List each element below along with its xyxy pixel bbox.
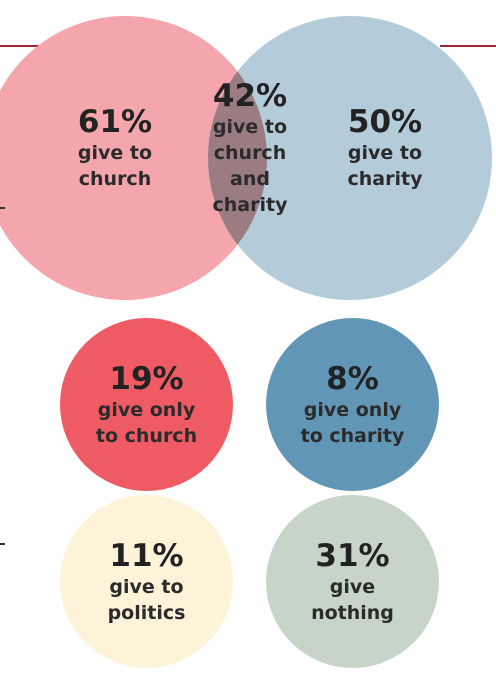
- only-church-line2: to church: [95, 424, 198, 447]
- only-charity-line2: to charity: [300, 424, 405, 447]
- margin-tick-upper: [0, 207, 5, 209]
- venn-overlap-pct: 42%: [212, 78, 288, 114]
- nothing-pct: 31%: [315, 537, 390, 574]
- politics-circle: 11% give to politics: [60, 495, 233, 668]
- venn-overlap-line2: church: [213, 142, 287, 164]
- venn-charity-circle: [208, 16, 492, 300]
- header-rule-left: [0, 45, 60, 47]
- nothing-circle: 31% give nothing: [266, 495, 439, 668]
- nothing-line1: give: [329, 575, 376, 598]
- venn-overlap-line3: and: [230, 168, 270, 190]
- venn-charity-pct: 50%: [347, 104, 423, 140]
- venn-charity-line2: charity: [347, 168, 423, 190]
- only-church-line1: give only: [97, 398, 196, 421]
- only-church-pct: 19%: [109, 360, 184, 397]
- venn-overlap-label: 42% give to church and charity: [190, 78, 310, 218]
- nothing-line2: nothing: [311, 601, 394, 624]
- only-charity-pct: 8%: [326, 360, 379, 397]
- politics-pct: 11%: [109, 537, 184, 574]
- margin-tick-lower: [0, 543, 5, 545]
- venn-charity-label: 50% give to charity: [310, 104, 460, 192]
- header-rule-right: [440, 45, 496, 47]
- only-charity-line1: give only: [303, 398, 402, 421]
- venn-church-line1: give to: [77, 142, 153, 164]
- politics-line1: give to: [109, 575, 184, 598]
- only-church-circle: 19% give only to church: [60, 318, 233, 491]
- politics-line2: politics: [107, 601, 186, 624]
- venn-overlap-line1: give to: [212, 116, 288, 138]
- venn-church-pct: 61%: [77, 104, 153, 140]
- venn-church-label: 61% give to church: [40, 104, 190, 192]
- venn-church-circle: [0, 16, 267, 300]
- venn-overlap-line4: charity: [212, 194, 288, 216]
- venn-charity-line1: give to: [347, 142, 423, 164]
- only-charity-circle: 8% give only to charity: [266, 318, 439, 491]
- venn-church-line2: church: [78, 168, 152, 190]
